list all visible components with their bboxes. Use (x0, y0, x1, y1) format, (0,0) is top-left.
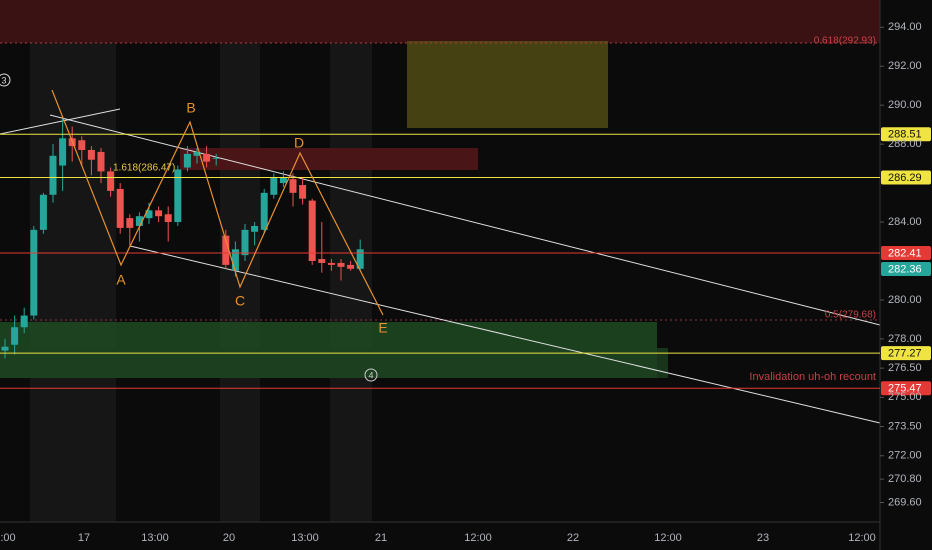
candle-body (116, 188, 124, 228)
price-label-box (881, 346, 931, 361)
price-label-box (881, 246, 931, 261)
last-price-box (881, 261, 931, 276)
count-circle (364, 368, 378, 382)
candle-body (222, 235, 230, 265)
y-tick-label: 280.00 (888, 294, 922, 306)
candle-body (337, 262, 345, 267)
candle-body (145, 210, 153, 219)
session-shade (30, 0, 116, 522)
x-tick-label: 20 (223, 532, 235, 544)
candle-body (59, 138, 67, 166)
candle-body (164, 214, 172, 223)
x-tick-label: 17 (78, 532, 90, 544)
candle-body (87, 149, 95, 160)
candle-body (126, 218, 134, 228)
price-lines: 288.51 286.29 282.41 277.27 275.47 282.36 (0, 127, 931, 396)
channel-line (49, 114, 881, 326)
wave-label: D (294, 135, 304, 151)
candle-body (155, 210, 163, 217)
y-tick-label: 272.00 (888, 450, 922, 462)
x-tick-label: 22 (567, 532, 579, 544)
candle-body (308, 200, 316, 261)
candle-body (203, 153, 211, 162)
fib-label: 0.5(279.68) (825, 310, 876, 321)
price-label: 288.51 (888, 129, 922, 141)
y-tick-label: 290.00 (888, 99, 922, 111)
wave-label: E (378, 320, 387, 336)
y-tick-label: 284.00 (888, 216, 922, 228)
wave-label: A (116, 272, 126, 288)
y-tick-label: 294.00 (888, 21, 922, 33)
fib-label: 0.618(292.93) (814, 36, 876, 47)
price-label: 286.29 (888, 172, 922, 184)
candle-body (1, 346, 9, 351)
wave-path (51, 89, 384, 316)
y-tick-label: 292.00 (888, 60, 922, 72)
y-tick-label: 270.80 (888, 473, 922, 485)
candle-body (241, 229, 249, 256)
count-circle (0, 73, 11, 87)
wave-label: B (186, 100, 195, 116)
candle-body (251, 225, 259, 232)
x-tick-label: 23 (757, 532, 769, 544)
candle-body (97, 151, 105, 172)
channel-line (129, 245, 881, 424)
price-label-box (881, 170, 931, 185)
supply-zone (180, 148, 478, 170)
price-label-box (881, 127, 931, 142)
note: Invalidation uh-oh recount (749, 371, 876, 383)
candle-body (270, 177, 278, 195)
candle-body (212, 157, 220, 159)
fib-label: 1.618(286.47) (113, 163, 175, 174)
y-tick-label: 269.60 (888, 496, 922, 508)
candle-body (193, 151, 201, 156)
wave-label: C (235, 293, 245, 309)
support-zone (0, 348, 668, 378)
price-label: 275.47 (888, 383, 922, 395)
count-label: 3 (1, 75, 6, 85)
candle-body (356, 249, 364, 269)
x-tick-label: 21 (375, 532, 387, 544)
candle-body (279, 177, 287, 184)
y-tick-label: 273.50 (888, 420, 922, 432)
target-zone (407, 41, 608, 128)
candle-body (183, 153, 191, 168)
candle-body (20, 315, 28, 328)
x-tick-label: 13:00 (141, 532, 169, 544)
price-label: 277.27 (888, 348, 922, 360)
candle-body (135, 216, 143, 226)
candle-body (231, 249, 239, 271)
candle-body (327, 262, 335, 265)
price-label-box (881, 381, 931, 396)
candle-body (11, 327, 19, 345)
trend-line (0, 108, 121, 135)
y-tick-label: 276.50 (888, 362, 922, 374)
candle-body (299, 185, 307, 199)
candle-body (107, 171, 115, 191)
candle-body (30, 229, 38, 316)
x-tick-label: 12:00 (848, 532, 876, 544)
candle-body (318, 259, 326, 263)
resistance-zone (0, 0, 880, 43)
x-tick-label: :00 (0, 532, 15, 544)
candle-body (347, 264, 355, 269)
count-label: 4 (368, 370, 373, 380)
y-tick-label: 278.00 (888, 333, 922, 345)
y-tick-label: 288.00 (888, 138, 922, 150)
candle-body (78, 140, 86, 150)
candle-body (49, 155, 57, 195)
candle-body (260, 192, 268, 230)
last-price-label: 282.36 (888, 263, 922, 275)
x-tick-label: 12:00 (654, 532, 682, 544)
x-tick-label: 12:00 (464, 532, 492, 544)
price-label: 282.41 (888, 247, 922, 259)
x-tick-label: 13:00 (291, 532, 319, 544)
candle-body (289, 179, 297, 193)
candle-body (39, 194, 47, 230)
y-tick-label: 275.00 (888, 391, 922, 403)
candle-body (174, 169, 182, 223)
